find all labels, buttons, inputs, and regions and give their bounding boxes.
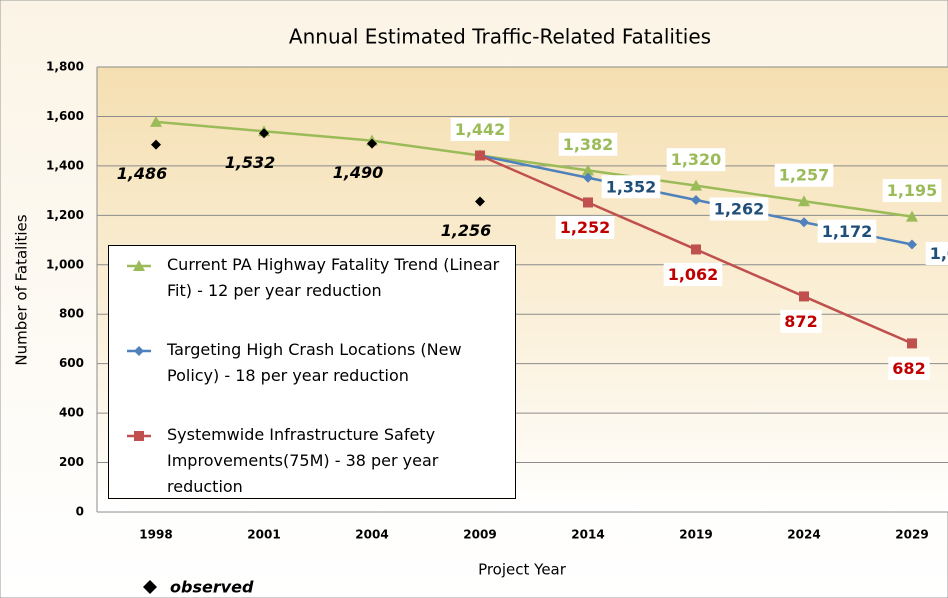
y-tick-label: 400 [59,406,84,420]
y-tick-label: 800 [59,307,84,321]
data-label: 1,195 [887,181,938,200]
data-label: 1,252 [560,218,611,237]
y-tick-label: 600 [59,356,84,370]
y-tick-label: 1,200 [46,208,84,222]
data-label-bg [817,219,877,243]
x-axis-label: Project Year [478,561,567,579]
observed-point [151,139,161,150]
point [907,338,917,349]
x-tick-label: 2009 [463,528,496,542]
x-tick-label: 1998 [139,528,172,542]
data-label-bg [709,197,769,221]
data-label: 1,352 [606,177,657,196]
y-tick-label: 1,400 [46,158,84,172]
y-tick-label: 200 [59,455,84,469]
data-label-bg [780,309,822,333]
legend-markers [127,260,151,441]
data-label: 1,320 [671,150,722,169]
x-tick-label: 2029 [895,528,928,542]
data-label: 872 [784,312,817,331]
observed-label: 1,256 [441,221,492,240]
observed-legend-label: observed [170,578,254,597]
data-label: 682 [892,359,925,378]
x-tick-label: 2019 [679,528,712,542]
point [691,195,701,206]
x-tick-label: 2004 [355,528,388,542]
observed-legend-marker [143,580,157,594]
x-tick-label: 2001 [247,528,280,542]
data-label-bg [601,175,661,199]
point [907,239,917,250]
y-tick-label: 1,600 [46,109,84,123]
point [799,291,809,302]
observed-point [475,196,485,207]
observed-point [259,128,269,139]
data-label: 1,442 [455,120,506,139]
data-label-bg [555,215,615,239]
data-label-bg [666,148,726,172]
data-label: 1,062 [668,265,719,284]
data-label: 1,262 [714,200,765,219]
data-label: 1,172 [822,222,873,241]
legend-label: Current PA Highway Fatality Trend (Linea… [167,255,500,300]
observed-label: 1,490 [333,163,384,182]
data-label-bg [558,132,618,156]
data-label: 1,382 [563,135,614,154]
observed-label: 1,532 [225,153,276,172]
point [798,195,810,207]
y-axis-label: Number of Fatalities [13,214,31,365]
chart-title: Annual Estimated Traffic-Related Fatalit… [289,25,711,49]
legend-label: Targeting High Crash Locations (New Poli… [167,340,462,385]
point [691,244,701,255]
legend-label: Systemwide Infrastructure Safety Improve… [167,425,439,496]
point [475,150,485,161]
point [906,210,918,222]
data-label: 1,257 [779,166,830,185]
point [690,179,702,191]
y-tick-label: 1,800 [46,60,84,74]
data-label-bg [882,179,942,203]
observed-point [367,138,377,149]
x-tick-label: 2024 [787,528,820,542]
point [583,197,593,208]
x-tick-label: 2014 [571,528,604,542]
y-tick-label: 1,000 [46,257,84,271]
legend: Current PA Highway Fatality Trend (Linea… [108,245,516,499]
data-label-bg [925,242,948,266]
data-label-bg [888,356,930,380]
observed-label: 1,486 [117,164,168,183]
data-label-bg [663,262,723,286]
point [799,217,809,228]
point [582,164,594,176]
point [150,115,162,127]
data-label: 1,082 [930,244,948,263]
y-tick-label: 0 [76,505,84,519]
data-label-bg [450,118,510,142]
series-line [155,120,913,218]
data-label-bg [774,163,834,187]
point [583,172,593,183]
